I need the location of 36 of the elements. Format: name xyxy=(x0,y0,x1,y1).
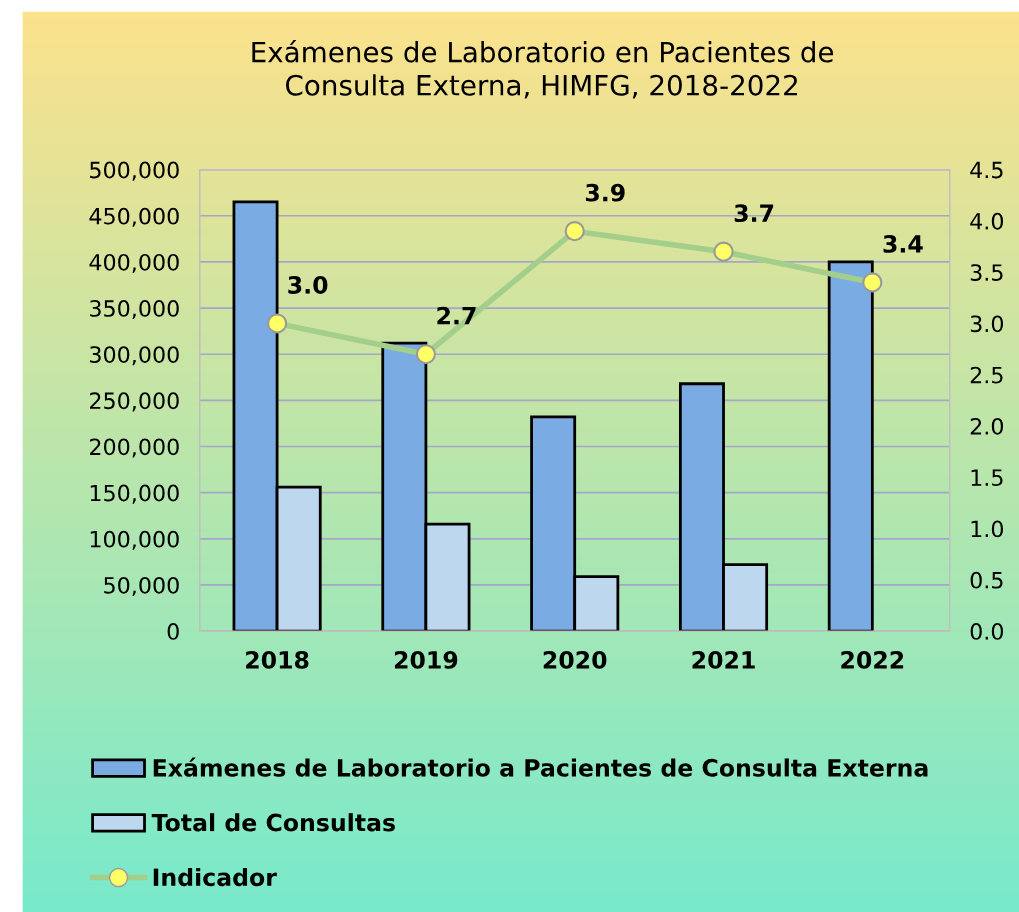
y-tick-label: 150,000 xyxy=(90,484,179,504)
legend-label: Total de Consultas xyxy=(151,813,395,832)
y-tick-label: 450,000 xyxy=(89,207,179,227)
y2-tick-label: 0.5 xyxy=(970,571,1003,589)
x-tick-label: 2022 xyxy=(841,650,904,669)
bar xyxy=(827,260,874,632)
y2-tick-label: 1.0 xyxy=(971,520,1004,538)
data-label: 3.4 xyxy=(883,235,923,253)
y-tick-label: 350,000 xyxy=(90,300,179,320)
y-tick-label: 250,000 xyxy=(90,392,179,412)
legend-label: Indicador xyxy=(153,867,277,887)
data-label: 3.0 xyxy=(288,276,328,294)
y-tick-label: 200,000 xyxy=(90,438,179,458)
y-tick-label: 50,000 xyxy=(104,576,179,596)
y2-tick-label: 4.5 xyxy=(970,161,1003,179)
y-tick-label: 100,000 xyxy=(90,530,179,550)
data-label: 2.7 xyxy=(437,306,476,325)
data-label: 3.7 xyxy=(734,204,774,223)
y2-tick-label: 3.0 xyxy=(970,315,1004,333)
x-tick-label: 2020 xyxy=(543,650,607,669)
y-tick-label: 300,000 xyxy=(90,346,179,366)
x-tick-label: 2018 xyxy=(246,650,309,669)
y2-tick-label: 3.5 xyxy=(970,264,1003,281)
legend-label: Exámenes de Laboratorio a Pacientes de Consulta Externa xyxy=(153,757,928,777)
data-label: 3.9 xyxy=(585,183,625,202)
y2-tick-label: 4.0 xyxy=(970,212,1004,230)
chart-title: Exámenes de Laboratorio en Pacientes de Consulta Externa, HIMFG, 2018-2022 xyxy=(252,39,834,99)
x-tick-label: 2021 xyxy=(692,650,755,669)
y2-tick-label: 0.0 xyxy=(970,623,1004,640)
y-tick-label: 0 xyxy=(167,623,179,640)
y2-tick-label: 2.0 xyxy=(970,417,1004,435)
y2-tick-label: 1.5 xyxy=(971,469,1003,487)
x-tick-label: 2019 xyxy=(394,650,458,669)
y-tick-label: 500,000 xyxy=(90,161,179,181)
y2-tick-label: 2.5 xyxy=(970,366,1003,384)
y-tick-label: 400,000 xyxy=(89,253,179,273)
